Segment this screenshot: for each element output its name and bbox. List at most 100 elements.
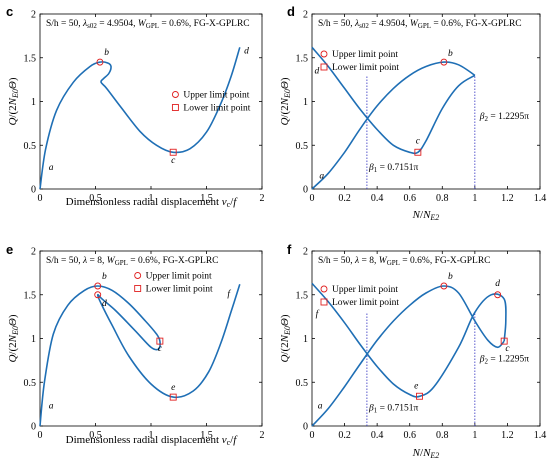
y-tick-label: 1.5: [296, 53, 309, 64]
panel-letter: c: [6, 4, 13, 19]
ann-w: W: [410, 19, 419, 29]
y-tick-label: 0: [31, 185, 36, 196]
beta-symbol: β: [368, 163, 374, 173]
ann-part: = 0.6%, FG-X-GPLRC: [128, 256, 219, 266]
ann-part: S/h = 50,: [46, 256, 83, 266]
y-tick-label: 2: [303, 10, 308, 21]
x-tick-label: 1.5: [200, 193, 213, 204]
legend-upper-label: Upper limit point: [146, 272, 212, 282]
legend-lower-label: Lower limit point: [146, 285, 213, 295]
y-axis-label: Q/(2NE0Θ): [279, 314, 292, 362]
legend-upper-label: Upper limit point: [183, 91, 249, 101]
lower-limit-marker: [156, 337, 164, 345]
panel-letter: f: [287, 242, 292, 257]
beta-value: = 1.2295π: [488, 112, 529, 122]
ann-part: = 0.6%, FG-X-GPLRC: [400, 256, 491, 266]
y-tick-label: 0: [31, 422, 36, 433]
lower-limit-marker: [169, 148, 177, 156]
upper-limit-marker: [440, 282, 448, 290]
x-axis-label: N/NE2: [412, 209, 440, 222]
ann-w-sub: GPL: [146, 22, 159, 30]
point-label: b: [102, 272, 107, 282]
beta-label: β2 = 1.2295π: [479, 112, 529, 123]
ann-w: W: [379, 256, 388, 266]
equilibrium-curve: [39, 284, 241, 427]
beta-symbol: β: [479, 112, 485, 122]
upper-limit-marker: [96, 58, 104, 66]
x-axis-label: Dimensionless radial displacement vc/f: [66, 196, 239, 209]
ann-part: = 0.6%, FG-X-GPLRC: [431, 19, 522, 29]
point-label: c: [416, 137, 421, 147]
equilibrium-curve: [311, 282, 507, 398]
xlabel-part: /: [230, 434, 234, 446]
x-tick-label: 0: [310, 430, 315, 441]
ann-part: = 0.6%, FG-X-GPLRC: [159, 19, 250, 29]
ann-lambda: λ: [354, 256, 359, 266]
point-label: f: [316, 309, 320, 320]
legend-lower-marker: [134, 285, 142, 292]
upper-limit-marker: [94, 282, 102, 290]
y-tick-label: 2: [303, 247, 308, 258]
ann-part: S/h = 50,: [46, 19, 83, 29]
point-label: c: [171, 156, 176, 166]
beta-label: β2 = 1.2295π: [479, 354, 529, 365]
x-axis-label: N/NE2: [412, 447, 440, 460]
x-tick-label: 1: [149, 430, 154, 441]
xlabel-part: Dimensionless radial displacement: [66, 196, 222, 208]
equilibrium-curve: [311, 61, 476, 190]
xlabel-sub: c: [227, 200, 231, 209]
ann-w: W: [107, 256, 116, 266]
point-label: b: [104, 48, 109, 58]
y-tick-label: 1.5: [296, 290, 309, 301]
legend-upper-label: Upper limit point: [332, 50, 398, 60]
beta-subscript: 1: [374, 406, 378, 414]
point-label: d: [102, 299, 107, 309]
beta-subscript: 1: [374, 166, 378, 174]
legend-lower-marker: [171, 104, 179, 111]
x-axis-label: Dimensionless radial displacement vc/f: [66, 434, 239, 447]
beta-subscript: 2: [484, 115, 488, 123]
xlabel-var: f: [233, 434, 238, 446]
panel-annotation: S/h = 50, λ = 8, WGPL = 0.6%, FG-X-GPLRC: [46, 256, 219, 267]
y-tick-label: 1.5: [24, 53, 37, 64]
x-tick-label: 1.2: [501, 193, 514, 204]
equilibrium-curve: [39, 47, 241, 190]
equilibrium-curve: [311, 46, 476, 155]
ann-lambda-sub: s02: [87, 22, 97, 30]
x-tick-label: 0.2: [338, 430, 351, 441]
ann-w: W: [138, 19, 147, 29]
x-tick-label: 2: [260, 430, 265, 441]
x-tick-label: 2: [260, 193, 265, 204]
equilibrium-curve: [311, 285, 505, 427]
beta-value: = 0.7151π: [377, 403, 418, 413]
panel-annotation: S/h = 50, λs02 = 4.9504, WGPL = 0.6%, FG…: [318, 19, 522, 30]
x-tick-label: 1: [472, 430, 477, 441]
x-tick-label: 0: [38, 193, 43, 204]
beta-subscript: 2: [484, 357, 488, 365]
x-tick-label: 0.6: [403, 430, 416, 441]
beta-label: β1 = 0.7151π: [368, 163, 418, 174]
point-label: c: [505, 344, 510, 354]
ann-w-sub: GPL: [418, 22, 431, 30]
ann-w-sub: GPL: [387, 259, 400, 267]
beta-symbol: β: [479, 354, 485, 364]
y-tick-label: 2: [31, 247, 36, 258]
point-label: a: [318, 402, 323, 412]
panel-letter: e: [6, 242, 13, 257]
beta-label: β1 = 0.7151π: [368, 403, 418, 414]
beta-symbol: β: [368, 403, 374, 413]
y-axis-label: Q/(2NE0Θ): [7, 314, 20, 362]
point-label: b: [448, 49, 453, 59]
panel-annotation: S/h = 50, λs02 = 4.9504, WGPL = 0.6%, FG…: [46, 19, 250, 30]
ann-w-sub: GPL: [115, 259, 128, 267]
ann-part: = 4.9504,: [369, 19, 410, 29]
upper-limit-marker: [494, 291, 502, 299]
point-label: a: [49, 402, 54, 412]
legend-lower-label: Lower limit point: [183, 104, 250, 114]
lower-limit-marker: [169, 393, 177, 401]
xlabel-var: v: [222, 196, 227, 208]
legend-lower-label: Lower limit point: [332, 298, 399, 308]
point-label: d: [244, 46, 249, 56]
